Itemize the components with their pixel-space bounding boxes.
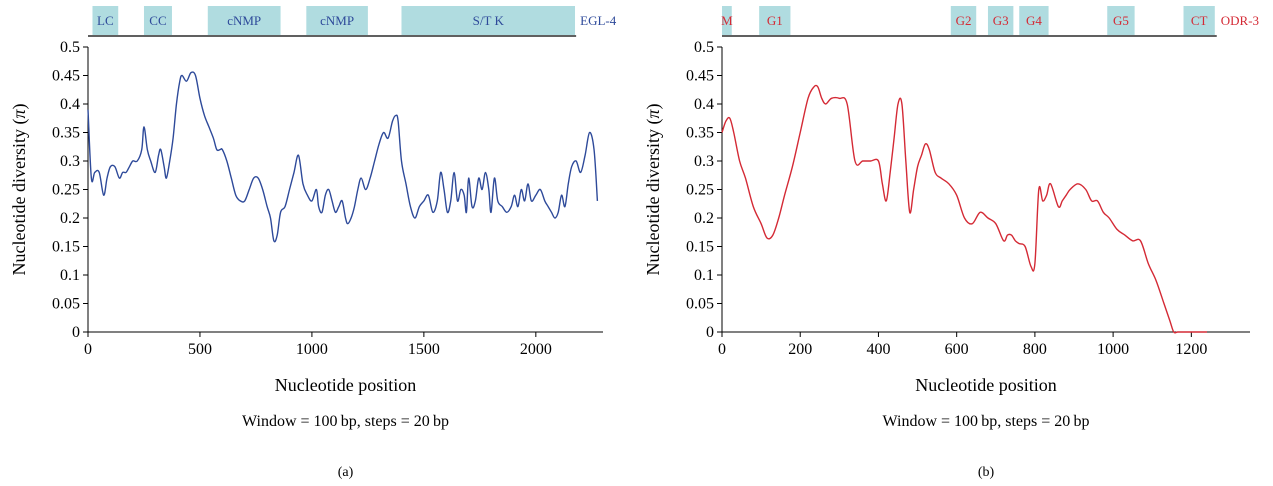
domain-box (1107, 6, 1135, 35)
domain-box (1183, 6, 1215, 35)
x-tick-label: 0 (84, 341, 92, 358)
y-tick-label: 0.4 (60, 96, 80, 113)
domain-track-a: LC CC cNMP cNMP S/T K (88, 6, 577, 37)
x-tick-label: 200 (788, 341, 812, 358)
domain-box (950, 6, 977, 35)
y-tick-label: 0 (706, 324, 714, 341)
y-tick-label: 0.2 (694, 210, 714, 227)
series-line-a (87, 71, 599, 243)
panel-a: LC CC cNMP cNMP S/T K EGL-4 00.050.10.150.20… (9, 6, 617, 480)
domain-box (722, 6, 732, 35)
y-tick-label: 0.1 (60, 267, 80, 284)
y-tick-label: 0.35 (52, 125, 80, 142)
domain-box (92, 6, 119, 35)
x-tick-label: 600 (945, 341, 969, 358)
y-axis-title-b-pi: π (643, 109, 663, 119)
y-ticks-b: 0 0.05 0.1 0.15 0.2 0.25 0.3 0.35 0.4 0.45 0.5 (686, 39, 722, 341)
domain-box (143, 6, 172, 35)
y-tick-label: 0.45 (686, 68, 714, 85)
y-axis-title-b-part3: ) (643, 104, 664, 110)
y-tick-label: 0.25 (686, 182, 714, 199)
domain-label: S/T K (473, 13, 505, 28)
panel-b: M G1 G2 G3 G4 G5 CT ODR-3 00.050.10.150.20.250… (643, 6, 1259, 480)
y-tick-label: 0.25 (52, 182, 80, 199)
caption-a: Window = 100 bp, steps = 20 bp (242, 413, 449, 430)
domain-label: G5 (1113, 13, 1129, 28)
x-tick-label: 800 (1023, 341, 1047, 358)
domain-label: M (721, 13, 733, 28)
x-axis-title-b: Nucleotide position (915, 375, 1056, 395)
axes-a (87, 47, 603, 333)
x-tick-label: 400 (866, 341, 890, 358)
y-tick-label: 0.1 (694, 267, 714, 284)
y-tick-label: 0.05 (686, 296, 714, 313)
y-axis-title-a-part1: Nucleotide diversity ( (9, 119, 30, 276)
axes-b (721, 47, 1250, 333)
domain-label: LC (97, 13, 114, 28)
x-tick-label: 2000 (520, 341, 552, 358)
gene-label-a: EGL-4 (580, 13, 617, 28)
domain-label: G2 (956, 13, 972, 28)
y-axis-title-b-part1: Nucleotide diversity ( (643, 119, 664, 276)
panel-label-b: (b) (978, 465, 995, 480)
y-tick-label: 0.15 (686, 239, 714, 256)
x-ticks-b: 0 200 400 600 800 1000 1200 (718, 332, 1207, 358)
y-tick-label: 0.5 (694, 39, 714, 56)
domain-label: G1 (767, 13, 783, 28)
y-tick-label: 0.45 (52, 68, 80, 85)
x-tick-label: 1000 (1097, 341, 1129, 358)
x-tick-label: 500 (188, 341, 212, 358)
domain-box (401, 6, 576, 35)
y-axis-title-b: Nucleotide diversity (π) (643, 104, 664, 276)
x-tick-label: 0 (718, 341, 726, 358)
y-axis-title-a-part3: ) (9, 104, 30, 110)
gene-label-b: ODR-3 (1221, 13, 1259, 28)
x-tick-label: 1500 (408, 341, 440, 358)
domain-label: cNMP (320, 13, 354, 28)
y-ticks-a: 0 0.05 0.1 0.15 0.2 0.25 0.3 0.35 0.4 0.45 0.5 (52, 39, 88, 341)
domain-label: G4 (1026, 13, 1042, 28)
x-ticks-a: 0 500 1000 1500 2000 (84, 332, 552, 358)
domain-box (207, 6, 281, 35)
y-axis-title-a: Nucleotide diversity (π) (9, 104, 30, 276)
domain-box (759, 6, 791, 35)
domain-label: G3 (993, 13, 1009, 28)
y-tick-label: 0.2 (60, 210, 80, 227)
caption-b: Window = 100 bp, steps = 20 bp (883, 413, 1090, 430)
domain-box (306, 6, 368, 35)
domain-label: cNMP (227, 13, 261, 28)
y-axis-title-a-pi: π (9, 109, 29, 119)
series-line-b (721, 84, 1207, 334)
x-tick-label: 1000 (296, 341, 328, 358)
domain-label: CC (149, 13, 166, 28)
y-tick-label: 0.15 (52, 239, 80, 256)
domain-box (987, 6, 1014, 35)
domain-label: CT (1191, 13, 1208, 28)
y-tick-label: 0 (72, 324, 80, 341)
y-tick-label: 0.3 (60, 153, 80, 170)
domain-box (1019, 6, 1049, 35)
y-tick-label: 0.4 (694, 96, 714, 113)
y-tick-label: 0.35 (686, 125, 714, 142)
y-tick-label: 0.05 (52, 296, 80, 313)
y-tick-label: 0.3 (694, 153, 714, 170)
x-axis-title-a: Nucleotide position (275, 375, 416, 395)
panel-label-a: (a) (338, 465, 354, 480)
x-tick-label: 1200 (1175, 341, 1207, 358)
domain-track-b: M G1 G2 G3 G4 G5 CT (721, 6, 1217, 37)
y-tick-label: 0.5 (60, 39, 80, 56)
